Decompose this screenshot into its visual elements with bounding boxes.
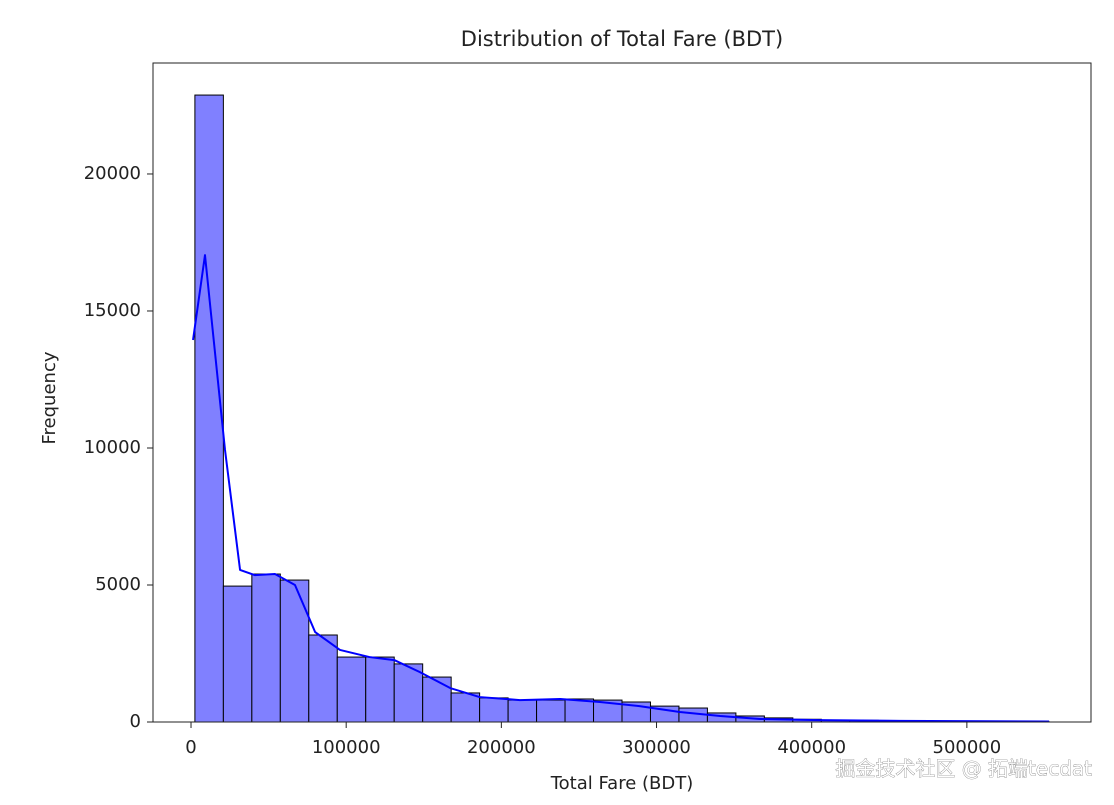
plot-frame bbox=[152, 62, 1092, 723]
y-tick-label: 10000 bbox=[84, 437, 141, 458]
watermark: 掘金技术社区 @ 拓端tecdat bbox=[835, 757, 1092, 781]
bar bbox=[450, 692, 481, 723]
bar bbox=[251, 573, 281, 723]
y-tick-label: 15000 bbox=[84, 300, 141, 321]
x-tick-label: 400000 bbox=[777, 737, 846, 758]
x-tick-label: 500000 bbox=[933, 737, 1002, 758]
bar bbox=[393, 663, 424, 723]
x-tick-label: 100000 bbox=[312, 737, 381, 758]
y-tick-label: 0 bbox=[130, 711, 141, 732]
bar bbox=[194, 94, 224, 723]
bar bbox=[308, 634, 338, 723]
x-tick-label: 200000 bbox=[467, 737, 536, 758]
y-axis-label: Frequency bbox=[39, 351, 60, 444]
bar bbox=[279, 579, 310, 723]
bar bbox=[422, 676, 452, 723]
bar bbox=[479, 697, 509, 723]
bar bbox=[336, 656, 367, 723]
bar bbox=[507, 699, 538, 723]
chart-title: Distribution of Total Fare (BDT) bbox=[461, 27, 783, 51]
x-axis-label: Total Fare (BDT) bbox=[550, 773, 694, 794]
y-tick-label: 20000 bbox=[84, 163, 141, 184]
bar bbox=[564, 698, 595, 723]
y-tick-label: 5000 bbox=[95, 574, 141, 595]
x-tick-label: 300000 bbox=[622, 737, 691, 758]
bar bbox=[222, 585, 253, 723]
x-tick-label: 0 bbox=[185, 737, 196, 758]
kde-line bbox=[192, 254, 1050, 723]
bar bbox=[536, 699, 566, 723]
bar bbox=[365, 656, 395, 723]
